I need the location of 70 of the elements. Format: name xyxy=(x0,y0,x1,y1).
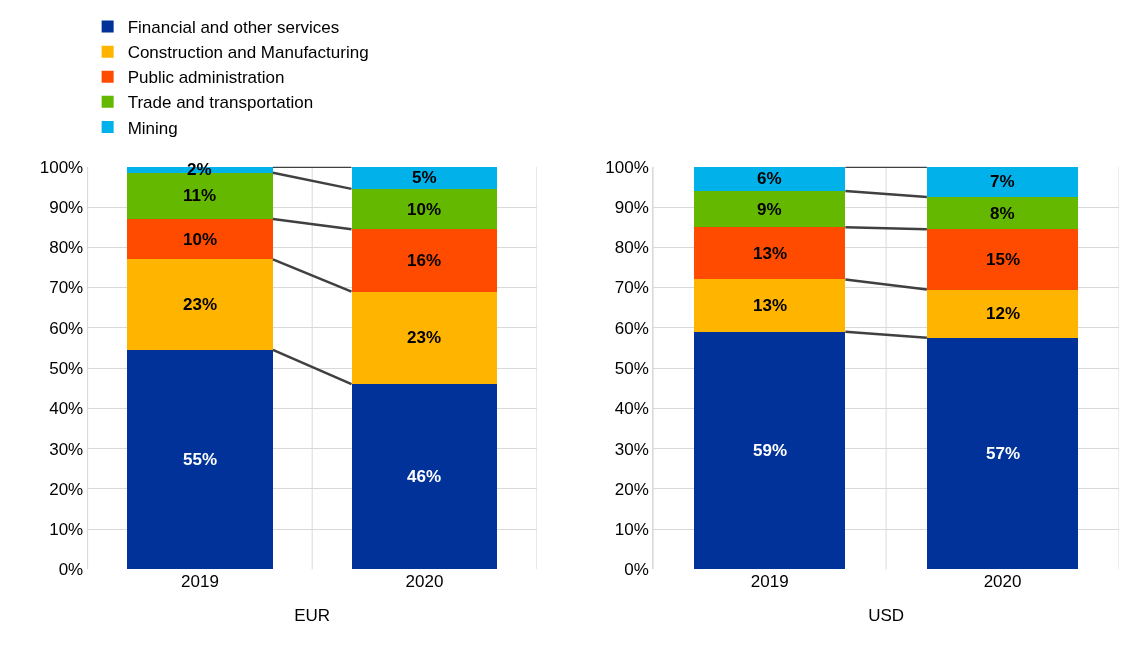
bar xyxy=(351,229,498,292)
bar xyxy=(351,166,498,189)
y-tick-label: 10% xyxy=(614,520,649,540)
data-label: 59% xyxy=(753,441,788,460)
y-tick-label: 40% xyxy=(49,399,84,419)
bar xyxy=(693,166,846,191)
bar xyxy=(693,331,846,570)
y-tick-label: 30% xyxy=(49,439,84,459)
data-label: 57% xyxy=(986,444,1021,463)
data-label: 6% xyxy=(757,169,782,188)
y-tick-label: 20% xyxy=(49,479,84,499)
data-label: 10% xyxy=(407,200,442,219)
bar xyxy=(126,349,273,570)
data-label: 8% xyxy=(990,204,1015,223)
y-tick-label: 100% xyxy=(605,157,649,177)
y-tick-label: 90% xyxy=(49,197,84,217)
x-tick-label: 2019 xyxy=(750,572,789,592)
bar xyxy=(926,229,1079,290)
bar xyxy=(351,291,498,385)
legend-label: Mining xyxy=(127,118,178,138)
x-axis-title: USD xyxy=(868,605,905,625)
data-label: 5% xyxy=(412,168,437,187)
bar xyxy=(693,227,846,280)
data-label: 13% xyxy=(753,244,788,263)
bar xyxy=(126,259,273,350)
legend-label: Public administration xyxy=(127,68,285,88)
data-label: 7% xyxy=(990,172,1015,191)
y-tick-label: 20% xyxy=(614,479,649,499)
legend-label: Construction and Manufacturing xyxy=(127,43,369,63)
data-label: 16% xyxy=(407,251,442,270)
data-label: 55% xyxy=(183,450,218,469)
y-tick-label: 50% xyxy=(49,358,84,378)
bar xyxy=(926,337,1079,570)
data-label: 11% xyxy=(183,186,217,205)
y-tick-label: 90% xyxy=(614,197,649,217)
y-tick-label: 100% xyxy=(39,157,84,177)
legend-label: Financial and other services xyxy=(127,18,340,38)
bar xyxy=(693,190,846,228)
bar xyxy=(926,166,1079,197)
x-tick-label: 2020 xyxy=(405,572,444,592)
y-tick-label: 70% xyxy=(614,278,649,298)
y-tick-label: 80% xyxy=(49,238,84,258)
data-label: 10% xyxy=(183,230,218,249)
y-tick-label: 80% xyxy=(614,238,649,258)
y-tick-label: 60% xyxy=(49,318,84,338)
x-axis-title: EUR xyxy=(294,605,331,625)
bar xyxy=(126,219,273,260)
x-tick-label: 2020 xyxy=(983,572,1022,592)
bar xyxy=(693,279,846,332)
bar xyxy=(926,289,1079,338)
data-label: 15% xyxy=(986,250,1021,269)
data-label: 23% xyxy=(407,328,442,347)
data-label: 13% xyxy=(753,296,788,315)
bar xyxy=(351,188,498,230)
y-tick-label: 40% xyxy=(614,399,649,419)
y-tick-label: 30% xyxy=(614,439,649,459)
data-label: 23% xyxy=(183,295,218,314)
bar xyxy=(351,384,498,570)
data-label: 12% xyxy=(986,304,1021,323)
y-tick-label: 10% xyxy=(49,520,84,540)
bar xyxy=(926,196,1079,230)
data-label: 46% xyxy=(407,467,442,486)
y-tick-label: 0% xyxy=(624,560,649,580)
x-tick-label: 2019 xyxy=(181,572,219,592)
legend-label: Trade and transportation xyxy=(127,93,314,113)
data-label: 9% xyxy=(757,200,782,219)
y-tick-label: 0% xyxy=(58,560,84,580)
y-tick-label: 60% xyxy=(614,318,649,338)
y-tick-label: 50% xyxy=(614,358,649,378)
y-tick-label: 70% xyxy=(49,278,84,298)
